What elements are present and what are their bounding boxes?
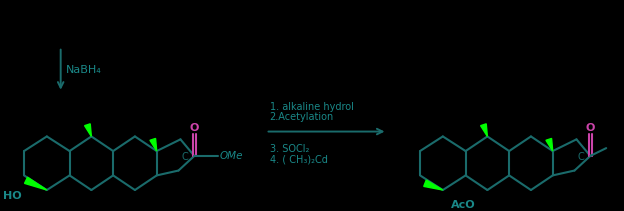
Text: NaBH₄: NaBH₄ xyxy=(66,65,101,75)
Text: 3. SOCl₂: 3. SOCl₂ xyxy=(270,144,309,154)
Text: C: C xyxy=(578,152,585,162)
Text: C: C xyxy=(182,152,188,162)
Polygon shape xyxy=(424,180,443,190)
Text: 1. alkaline hydrol: 1. alkaline hydrol xyxy=(270,102,353,112)
Text: 2.Acetylation: 2.Acetylation xyxy=(270,112,334,122)
Text: O: O xyxy=(190,123,199,133)
Text: AcO: AcO xyxy=(451,200,475,210)
Polygon shape xyxy=(546,138,553,151)
Text: O: O xyxy=(586,123,595,133)
Polygon shape xyxy=(480,124,487,137)
Polygon shape xyxy=(85,124,91,137)
Polygon shape xyxy=(150,138,157,151)
Text: HO: HO xyxy=(4,191,22,201)
Text: OMe: OMe xyxy=(220,151,243,161)
Polygon shape xyxy=(24,177,47,190)
Text: 4. ( CH₃)₂Cd: 4. ( CH₃)₂Cd xyxy=(270,155,328,165)
